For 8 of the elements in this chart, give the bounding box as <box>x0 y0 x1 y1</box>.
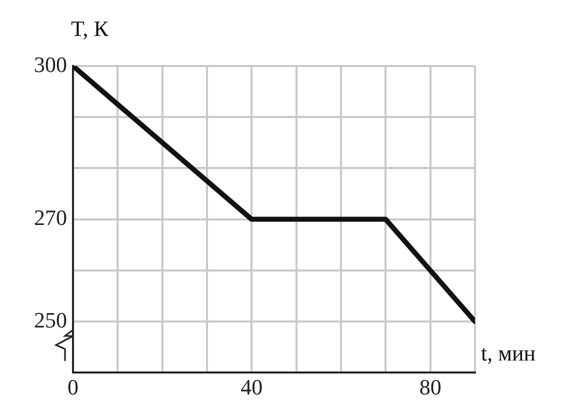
y-tick-label: 250 <box>34 307 67 332</box>
x-axis-title: t, мин <box>481 340 536 366</box>
x-tick-label: 80 <box>419 374 442 400</box>
y-axis-title: T, К <box>71 16 109 41</box>
y-tick-label: 270 <box>34 205 67 230</box>
x-tick-label: 0 <box>68 374 78 400</box>
x-tick-label: 40 <box>240 374 263 400</box>
y-tick-label: 300 <box>34 52 67 77</box>
